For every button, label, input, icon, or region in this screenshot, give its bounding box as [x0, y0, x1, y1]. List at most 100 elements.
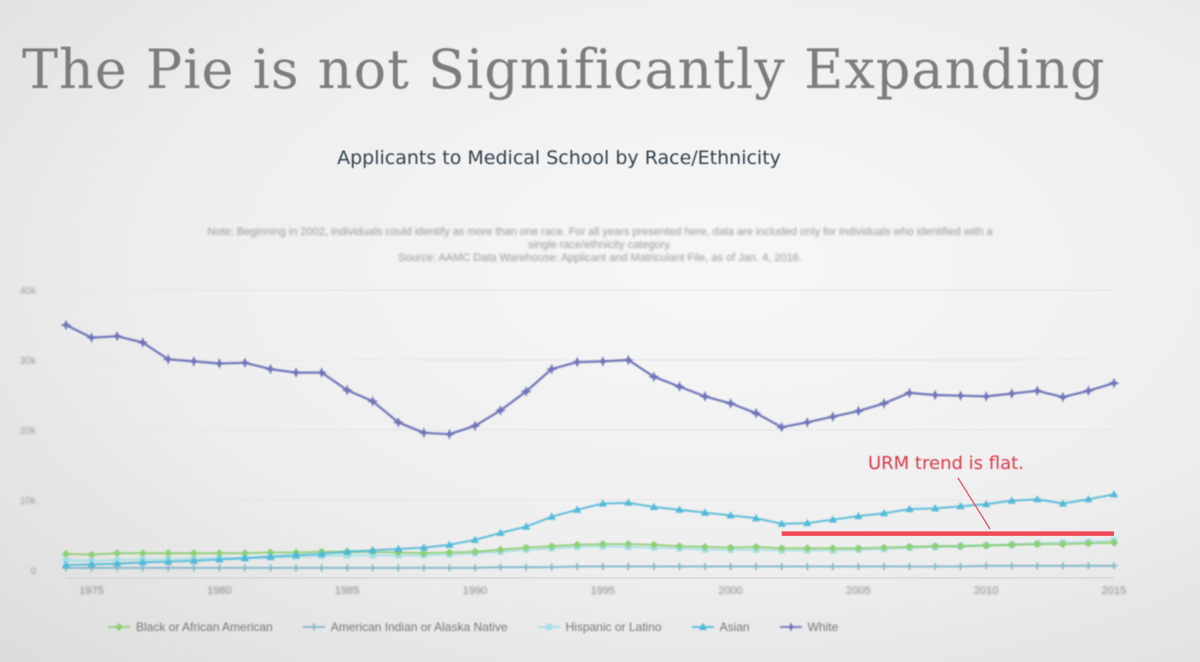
- data-point: [905, 542, 914, 551]
- data-point: [164, 557, 173, 565]
- data-point: [1109, 538, 1119, 547]
- data-point: [215, 564, 223, 572]
- data-point: [87, 550, 96, 559]
- data-point: [341, 384, 353, 396]
- data-point: [879, 543, 889, 552]
- data-point: [1059, 562, 1067, 570]
- data-point: [369, 564, 377, 572]
- data-point: [1057, 391, 1069, 403]
- data-point: [239, 357, 251, 369]
- chart-source: Source: AAMC Data Warehouse: Applicant a…: [398, 252, 802, 264]
- data-point: [419, 543, 429, 551]
- data-point: [418, 427, 430, 439]
- data-point: [573, 562, 581, 571]
- y-tick-label: 10k: [20, 496, 37, 507]
- data-point: [905, 562, 914, 571]
- data-point: [650, 562, 658, 571]
- data-point: [956, 542, 965, 551]
- data-point: [649, 502, 659, 510]
- data-point: [318, 564, 326, 572]
- data-point: [548, 563, 556, 571]
- data-point: [367, 395, 379, 407]
- data-point: [880, 562, 888, 571]
- data-point: [111, 330, 123, 342]
- data-point: [573, 505, 582, 513]
- data-point: [521, 522, 531, 530]
- x-tick-label: 1975: [79, 585, 103, 597]
- data-point: [752, 562, 760, 571]
- data-point: [1033, 495, 1042, 503]
- data-point: [290, 367, 302, 379]
- x-tick-label: 1985: [335, 585, 359, 597]
- data-point: [597, 355, 609, 367]
- chart-note-line-1: Note: Beginning in 2002, individuals cou…: [207, 226, 993, 238]
- data-point: [162, 353, 174, 365]
- data-point: [776, 421, 788, 433]
- data-point: [982, 499, 991, 508]
- data-point: [854, 511, 863, 520]
- chart-note-line-2: single race/ethnicity category.: [527, 239, 673, 251]
- x-tick-label: 1980: [207, 585, 231, 597]
- data-point: [622, 354, 634, 366]
- data-point: [62, 557, 70, 564]
- data-point: [1007, 540, 1016, 549]
- data-point: [854, 544, 863, 553]
- y-tick-label: 0: [30, 566, 36, 577]
- data-point: [751, 513, 761, 522]
- data-point: [1033, 562, 1041, 570]
- data-point: [905, 504, 914, 513]
- data-point: [445, 540, 454, 548]
- data-point: [803, 544, 812, 553]
- data-point: [700, 542, 710, 551]
- data-point: [1058, 499, 1068, 507]
- data-point: [1084, 495, 1093, 503]
- data-point: [852, 405, 864, 417]
- data-point: [803, 518, 812, 527]
- annotation-arrow: [957, 477, 991, 530]
- data-point: [1033, 540, 1042, 549]
- legend-marker-icon: [691, 621, 714, 633]
- data-point: [624, 562, 632, 571]
- data-point: [547, 512, 556, 520]
- data-point: [829, 562, 837, 571]
- data-point: [291, 551, 301, 559]
- x-tick-label: 2010: [974, 585, 998, 597]
- data-point: [266, 552, 275, 560]
- data-point: [982, 541, 991, 550]
- data-point: [827, 411, 839, 423]
- series-black-or-african-american: [61, 538, 1119, 559]
- data-point: [445, 548, 454, 557]
- data-point: [138, 549, 147, 558]
- data-point: [726, 511, 735, 519]
- series-line: [66, 564, 1114, 569]
- data-point: [573, 540, 582, 549]
- legend-item-white: White: [779, 620, 838, 634]
- legend-marker-icon: [537, 621, 560, 633]
- data-point: [879, 509, 889, 517]
- data-point: [60, 319, 72, 331]
- data-point: [420, 564, 428, 572]
- legend-marker-icon: [108, 621, 130, 633]
- data-point: [878, 397, 890, 409]
- series-line: [65, 541, 1115, 556]
- legend-item-asian: Asian: [691, 620, 750, 634]
- series-asian: [61, 490, 1119, 569]
- legend-item-black-or-african-american: Black or African American: [108, 620, 273, 634]
- data-point: [522, 543, 531, 552]
- data-point: [929, 389, 941, 401]
- legend-marker-icon: [302, 621, 325, 633]
- data-point: [674, 381, 685, 393]
- data-point: [828, 544, 837, 553]
- data-point: [419, 549, 428, 558]
- x-tick-label: 1990: [463, 585, 487, 597]
- legend-item-hispanic-or-latino: Hispanic or Latino: [537, 620, 662, 634]
- data-point: [189, 556, 198, 564]
- data-point: [394, 544, 403, 552]
- data-point: [137, 337, 149, 348]
- data-point: [496, 545, 505, 554]
- data-point: [599, 562, 607, 571]
- legend-label: Asian: [719, 620, 750, 634]
- data-point: [803, 562, 811, 571]
- data-point: [801, 416, 813, 428]
- data-point: [598, 499, 607, 507]
